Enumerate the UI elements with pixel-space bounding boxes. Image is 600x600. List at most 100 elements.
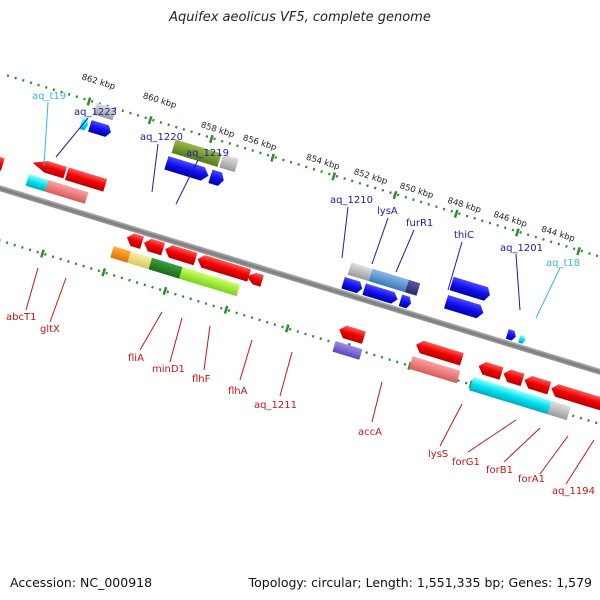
leader-line	[43, 101, 49, 167]
gene-arrow-lysS[interactable]	[414, 339, 464, 366]
leader-line	[503, 427, 541, 463]
gene-label[interactable]: aq_t18	[546, 258, 580, 269]
gene-label[interactable]: aq_1211	[254, 400, 297, 411]
gene-box-gray-3[interactable]	[347, 262, 373, 282]
gene-box-gray[interactable]	[93, 102, 117, 121]
gene-arrow-aq_1194[interactable]	[549, 382, 600, 415]
gene-box-lysA[interactable]	[405, 279, 421, 296]
gene-arrow-red-2[interactable]	[142, 237, 165, 256]
gene-box-minD1[interactable]	[127, 251, 153, 270]
gene-label[interactable]: accA	[358, 427, 382, 438]
gene-arrow-aq_t18[interactable]	[518, 334, 526, 344]
gene-box-aq_1210[interactable]	[368, 268, 409, 293]
tick-mark	[576, 247, 581, 256]
leader-line	[395, 229, 415, 273]
gene-arrow-red-3[interactable]	[163, 243, 198, 266]
gene-label[interactable]: gltX	[40, 324, 60, 335]
gene-arrow-forA1[interactable]	[523, 374, 552, 395]
gene-label[interactable]: flhA	[228, 386, 248, 397]
leader-line	[139, 311, 163, 351]
gene-label[interactable]: aq_1201	[500, 243, 543, 254]
kbp-label: 848 kbp	[446, 196, 482, 216]
gene-label[interactable]: minD1	[152, 364, 185, 375]
gene-label[interactable]: forB1	[486, 465, 513, 476]
gene-box-gray-2[interactable]	[219, 154, 239, 173]
gene-label[interactable]: lysA	[377, 206, 398, 217]
gene-label[interactable]: aq_1194	[552, 486, 595, 497]
kbp-label-group: 862 kbp 860 kbp 858 kbp 856 kbp 854 kbp …	[80, 73, 576, 245]
gene-box-flhF[interactable]	[148, 257, 183, 279]
gene-box-red-1[interactable]	[64, 167, 108, 192]
gene-arrow-aq_1219[interactable]	[164, 156, 210, 182]
gene-arrow-forB1[interactable]	[501, 368, 525, 387]
leader-line	[169, 317, 183, 363]
gene-arrow-aq_1211[interactable]	[245, 271, 264, 287]
kbp-label: 862 kbp	[80, 73, 116, 93]
gene-arrow-thiC-2[interactable]	[444, 294, 485, 320]
gene-label[interactable]: forG1	[452, 457, 480, 468]
gene-label[interactable]: furR1	[406, 218, 433, 229]
gene-arrow-aq_1223[interactable]	[88, 120, 113, 138]
gene-label[interactable]: fliA	[128, 353, 144, 364]
tick-mark	[331, 172, 337, 181]
gene-label[interactable]: thiC	[454, 230, 474, 241]
tick-mark	[147, 116, 153, 125]
gene-arrow-aq_1210[interactable]	[362, 283, 399, 305]
leader-line	[439, 403, 463, 447]
leader-line	[25, 267, 39, 311]
gene-arrow-red-4[interactable]	[196, 253, 252, 282]
gene-box-cyan-1[interactable]	[25, 174, 49, 192]
gene-box-accA[interactable]	[332, 341, 363, 360]
leader-line	[239, 339, 253, 381]
gene-box-fliA[interactable]	[110, 246, 131, 263]
gene-arrow-aq_1201[interactable]	[505, 329, 518, 341]
gene-arrow-aq_t19[interactable]	[79, 117, 90, 131]
gene-arrow-furR1[interactable]	[341, 276, 364, 294]
gene-label[interactable]: abcT1	[6, 312, 36, 323]
gene-label[interactable]: aq_1220	[140, 132, 183, 143]
leader-line	[203, 325, 211, 371]
gene-arrow-blue-small-2[interactable]	[398, 294, 413, 310]
gene-label[interactable]: forA1	[518, 474, 545, 485]
gene-box-flhA[interactable]	[179, 267, 241, 297]
gene-label[interactable]: aq_1219	[186, 148, 229, 159]
gene-arrow-thiC[interactable]	[449, 276, 492, 302]
gene-arrow-accA[interactable]	[337, 324, 366, 344]
gene-label[interactable]: lysS	[428, 449, 448, 460]
gene-label[interactable]: aq_1223	[74, 107, 117, 118]
gene-box-gltX[interactable]	[44, 180, 89, 204]
leader-line	[279, 351, 293, 397]
forward-strand-genes	[79, 102, 526, 344]
kbp-label: 854 kbp	[305, 153, 341, 173]
leader-line	[371, 217, 389, 265]
gene-arrow-abcT1[interactable]	[0, 151, 5, 171]
gene-label[interactable]: aq_1210	[330, 195, 373, 206]
gene-arrow-blue-small[interactable]	[208, 169, 225, 187]
leader-line	[565, 439, 595, 485]
tick-mark	[392, 190, 398, 200]
gene-labels-bottom: abcT1 gltX fliA minD1 flhF flhA aq_1211 …	[6, 312, 595, 497]
kbp-label: 856 kbp	[242, 133, 278, 153]
reverse-strand-genes	[0, 151, 600, 421]
gene-label[interactable]: flhF	[192, 374, 211, 385]
tick-mark	[515, 228, 520, 237]
gene-box-lysS[interactable]	[408, 356, 461, 384]
tick-mark	[270, 153, 275, 162]
gene-box-aq_1220[interactable]	[171, 139, 222, 167]
leader-line	[515, 253, 521, 311]
gene-label[interactable]: aq_t19	[32, 91, 66, 102]
genome-backbone	[0, 177, 600, 383]
gene-arrow-forG1[interactable]	[477, 360, 504, 380]
leader-line	[49, 277, 67, 323]
kbp-label: 860 kbp	[141, 91, 177, 111]
gene-box-gray-4[interactable]	[547, 400, 571, 421]
gene-arrow-gltX[interactable]	[31, 157, 67, 179]
tick-mark	[223, 305, 229, 314]
kbp-label: 850 kbp	[398, 181, 434, 201]
kbp-label: 852 kbp	[352, 167, 388, 187]
tick-mark	[40, 249, 45, 258]
inner-tick-rail	[0, 227, 600, 429]
gene-box-forB1[interactable]	[469, 376, 552, 415]
gene-arrow-fliA[interactable]	[125, 232, 144, 249]
leader-line	[447, 241, 463, 291]
